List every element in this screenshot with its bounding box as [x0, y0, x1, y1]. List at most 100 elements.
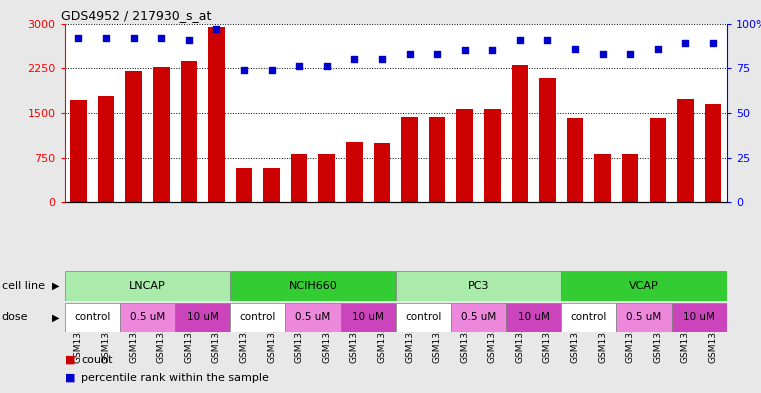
Point: [624, 51, 636, 57]
Text: 10 uM: 10 uM: [352, 312, 384, 322]
Text: percentile rank within the sample: percentile rank within the sample: [81, 373, 269, 383]
Bar: [70, 100, 87, 202]
Text: GSM1359766: GSM1359766: [571, 303, 580, 363]
Bar: [126, 71, 142, 202]
Text: GSM1359768: GSM1359768: [626, 303, 635, 363]
Bar: [401, 117, 418, 202]
Point: [680, 40, 692, 46]
Bar: [97, 96, 114, 202]
Text: GSM1359765: GSM1359765: [377, 303, 387, 363]
Text: control: control: [571, 312, 607, 322]
Bar: [175, 303, 230, 332]
Text: 10 uM: 10 uM: [683, 312, 715, 322]
Point: [320, 63, 333, 70]
Point: [431, 51, 443, 57]
Bar: [616, 303, 671, 332]
Text: PC3: PC3: [468, 281, 489, 291]
Text: GSM1359773: GSM1359773: [101, 303, 110, 363]
Point: [541, 37, 553, 43]
Text: GSM1359780: GSM1359780: [460, 303, 470, 363]
Bar: [318, 154, 335, 202]
Bar: [484, 109, 501, 202]
Bar: [506, 303, 561, 332]
Text: 0.5 uM: 0.5 uM: [626, 312, 661, 322]
Point: [486, 47, 498, 53]
Bar: [451, 303, 506, 332]
Bar: [65, 271, 230, 301]
Bar: [291, 154, 307, 202]
Text: VCAP: VCAP: [629, 281, 659, 291]
Point: [72, 35, 84, 41]
Text: ■: ■: [65, 354, 75, 365]
Text: GSM1359761: GSM1359761: [267, 303, 276, 363]
Text: GSM1359770: GSM1359770: [681, 303, 690, 363]
Point: [459, 47, 471, 53]
Bar: [285, 303, 341, 332]
Bar: [561, 303, 616, 332]
Bar: [396, 303, 451, 332]
Text: 10 uM: 10 uM: [517, 312, 549, 322]
Text: GSM1359760: GSM1359760: [240, 303, 249, 363]
Text: 0.5 uM: 0.5 uM: [130, 312, 165, 322]
Point: [293, 63, 305, 70]
Point: [266, 67, 278, 73]
Text: GSM1359781: GSM1359781: [488, 303, 497, 363]
Text: GSM1359777: GSM1359777: [212, 303, 221, 363]
Bar: [346, 141, 362, 202]
Point: [707, 40, 719, 46]
Text: GSM1359774: GSM1359774: [129, 303, 139, 363]
Text: control: control: [74, 312, 110, 322]
Text: GSM1359775: GSM1359775: [157, 303, 166, 363]
Point: [403, 51, 416, 57]
Bar: [119, 303, 175, 332]
Text: GSM1359772: GSM1359772: [74, 303, 83, 363]
Text: dose: dose: [2, 312, 28, 322]
Text: GSM1359783: GSM1359783: [543, 303, 552, 363]
Point: [376, 56, 388, 62]
Point: [651, 46, 664, 52]
Bar: [236, 168, 252, 202]
Text: GSM1359762: GSM1359762: [295, 303, 304, 363]
Point: [210, 26, 222, 32]
Text: ▶: ▶: [52, 312, 59, 322]
Bar: [567, 118, 584, 202]
Point: [128, 35, 140, 41]
Text: GSM1359769: GSM1359769: [653, 303, 662, 363]
Text: control: control: [240, 312, 276, 322]
Text: cell line: cell line: [2, 281, 45, 291]
Text: ■: ■: [65, 373, 75, 383]
Text: LNCAP: LNCAP: [129, 281, 166, 291]
Point: [238, 67, 250, 73]
Bar: [539, 78, 556, 202]
Text: control: control: [405, 312, 441, 322]
Text: GSM1359764: GSM1359764: [350, 303, 359, 363]
Bar: [153, 67, 170, 202]
Point: [155, 35, 167, 41]
Text: GSM1359778: GSM1359778: [405, 303, 414, 363]
Point: [100, 35, 112, 41]
Text: 0.5 uM: 0.5 uM: [295, 312, 330, 322]
Text: 10 uM: 10 uM: [186, 312, 218, 322]
Bar: [396, 271, 561, 301]
Point: [349, 56, 361, 62]
Bar: [230, 271, 396, 301]
Text: ▶: ▶: [52, 281, 59, 291]
Bar: [671, 303, 727, 332]
Text: GDS4952 / 217930_s_at: GDS4952 / 217930_s_at: [62, 9, 212, 22]
Bar: [429, 117, 445, 202]
Point: [183, 37, 195, 43]
Bar: [180, 61, 197, 202]
Bar: [594, 154, 611, 202]
Point: [597, 51, 609, 57]
Bar: [230, 303, 285, 332]
Text: count: count: [81, 354, 113, 365]
Bar: [705, 104, 721, 202]
Point: [514, 37, 526, 43]
Text: GSM1359767: GSM1359767: [598, 303, 607, 363]
Bar: [622, 154, 638, 202]
Text: GSM1359763: GSM1359763: [322, 303, 331, 363]
Bar: [561, 271, 727, 301]
Bar: [511, 65, 528, 202]
Text: GSM1359771: GSM1359771: [708, 303, 718, 363]
Bar: [209, 27, 224, 202]
